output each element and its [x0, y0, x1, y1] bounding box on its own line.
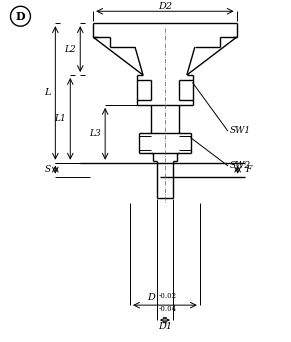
Text: D1: D1	[158, 322, 172, 331]
Text: D2: D2	[158, 2, 172, 11]
Text: SW2: SW2	[230, 161, 251, 170]
Text: D: D	[16, 11, 25, 22]
Text: L1: L1	[54, 114, 66, 123]
Text: -0.02: -0.02	[159, 292, 177, 300]
Text: L: L	[44, 89, 50, 97]
Text: -0.04: -0.04	[159, 305, 177, 313]
Text: D: D	[147, 293, 155, 302]
Text: SW1: SW1	[230, 126, 251, 135]
Text: F: F	[246, 165, 252, 174]
Text: L2: L2	[65, 44, 76, 54]
Text: S: S	[45, 165, 51, 174]
Text: L3: L3	[89, 129, 101, 138]
